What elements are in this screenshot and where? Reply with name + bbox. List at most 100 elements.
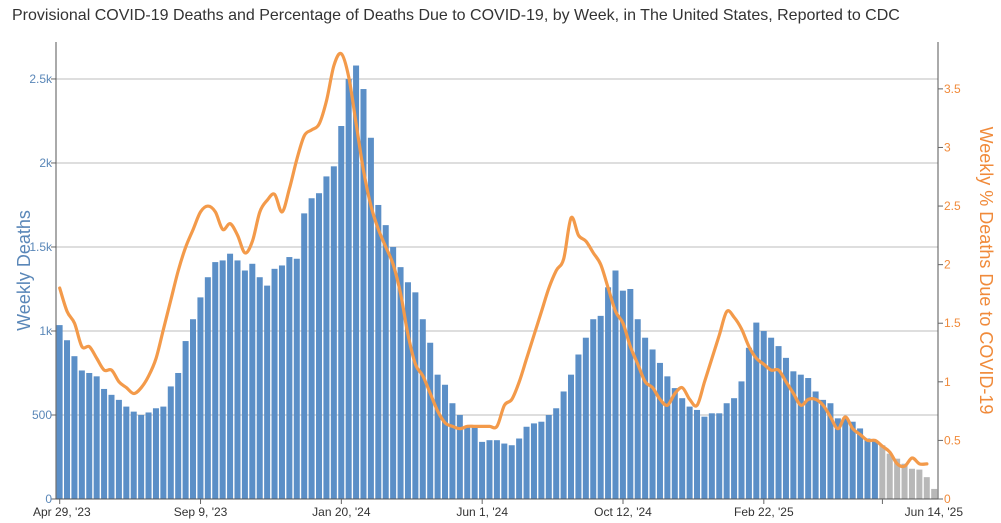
y2-tick-label: 2.5: [944, 199, 961, 213]
bar: [330, 166, 337, 500]
bar: [901, 463, 908, 499]
bar: [449, 403, 456, 499]
bar: [115, 399, 122, 499]
bar: [553, 408, 560, 499]
bar: [857, 428, 864, 499]
bar: [442, 384, 449, 499]
y2-tick-label: 1.5: [944, 316, 961, 330]
bar: [123, 406, 130, 499]
bar: [731, 398, 738, 499]
chart-title: Provisional COVID-19 Deaths and Percenta…: [12, 7, 900, 24]
bar: [790, 371, 797, 499]
bar: [286, 257, 293, 499]
bar: [560, 391, 567, 499]
bar: [797, 374, 804, 499]
x-tick-label: Jan 20, '24: [312, 505, 371, 519]
y-tick-label: 1.5k: [29, 240, 53, 254]
bar: [390, 246, 397, 499]
x-tick-label: Jun 1, '24: [456, 505, 508, 519]
bar: [219, 260, 226, 499]
y-tick-label: 500: [32, 408, 52, 422]
bar: [271, 268, 278, 499]
bar: [419, 319, 426, 499]
bar: [716, 413, 723, 499]
bar: [760, 330, 767, 499]
y-axis-title: Weekly Deaths: [14, 210, 34, 331]
bar: [871, 440, 878, 499]
bar: [908, 468, 915, 499]
y2-tick-label: 3.5: [944, 82, 961, 96]
y2-axis-title: Weekly % Deaths Due to COVID-19: [976, 127, 996, 415]
x-tick-label: Jun 14, '25: [905, 505, 964, 519]
bar: [686, 406, 693, 499]
bar: [656, 362, 663, 499]
bar: [582, 337, 589, 499]
bar: [568, 374, 575, 499]
bar: [345, 78, 352, 500]
bar: [923, 477, 930, 499]
bar: [93, 376, 100, 499]
bar: [545, 414, 552, 499]
bar: [145, 412, 152, 499]
bar: [130, 411, 137, 499]
bar: [738, 381, 745, 499]
bar: [56, 325, 63, 499]
percent-line: [58, 51, 929, 469]
bar: [256, 277, 263, 499]
bar: [634, 319, 641, 499]
bar: [627, 288, 634, 499]
bar: [782, 357, 789, 499]
bar: [664, 376, 671, 499]
bar: [931, 488, 938, 499]
bar: [805, 378, 812, 499]
bar: [241, 270, 248, 499]
bar: [249, 263, 256, 499]
bar: [293, 258, 300, 499]
bar: [353, 65, 360, 499]
bar: [612, 270, 619, 499]
bar: [71, 356, 78, 499]
bar: [227, 253, 234, 499]
bar: [204, 277, 211, 499]
bar: [86, 372, 93, 499]
bar: [101, 388, 108, 499]
y2-tick-label: 1: [944, 375, 951, 389]
bar: [471, 426, 478, 499]
bar: [745, 347, 752, 499]
bar: [412, 292, 419, 499]
x-tick-label: Sep 9, '23: [174, 505, 228, 519]
bar: [523, 426, 530, 499]
bar: [138, 414, 145, 499]
bar: [108, 394, 115, 499]
bar: [649, 349, 656, 499]
bar: [708, 413, 715, 499]
bar: [501, 443, 508, 499]
bar: [360, 89, 367, 499]
bar: [278, 265, 285, 499]
bar: [834, 418, 841, 499]
bar: [397, 267, 404, 499]
y-tick-label: 2k: [39, 156, 53, 170]
bar: [182, 341, 189, 499]
bar: [190, 319, 197, 499]
bar: [753, 322, 760, 499]
bar: [479, 441, 486, 499]
x-tick-label: Feb 22, '25: [734, 505, 794, 519]
bar: [427, 342, 434, 499]
bar: [701, 416, 708, 499]
bar: [916, 469, 923, 499]
bar: [849, 421, 856, 499]
y2-tick-label: 0.5: [944, 433, 961, 447]
x-tick-label: Apr 29, '23: [33, 505, 91, 519]
bar: [338, 126, 345, 499]
bar: [768, 337, 775, 499]
y-tick-label: 0: [45, 492, 52, 506]
bar: [382, 225, 389, 499]
bar: [886, 453, 893, 499]
bar: [197, 297, 204, 499]
bar: [175, 372, 182, 499]
bar: [64, 340, 71, 499]
bar: [590, 319, 597, 499]
bar: [434, 374, 441, 499]
